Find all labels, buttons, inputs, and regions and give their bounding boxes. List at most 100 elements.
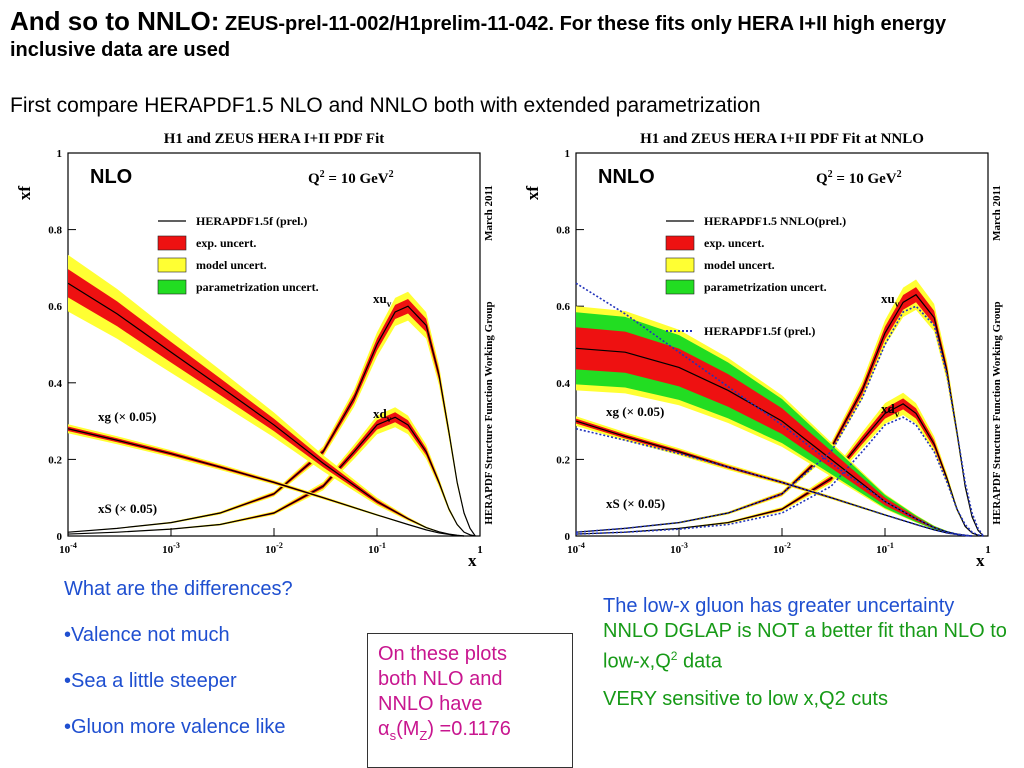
scale-sup: 2 <box>828 169 833 180</box>
x-tick-exponent: -4 <box>70 541 77 550</box>
legend-label: exp. uncert. <box>704 236 764 250</box>
x-axis-label: x <box>976 551 985 568</box>
series-line <box>67 305 476 537</box>
x-tick-label: 10-3 <box>162 541 180 556</box>
comparison-line <box>575 282 973 537</box>
scale-unit-sup: 2 <box>389 169 394 180</box>
slide-title: And so to NNLO: ZEUS-prel-11-002/H1preli… <box>10 8 1010 63</box>
note-line: On these plots <box>378 643 507 665</box>
gluon-comment: The low-x gluon has greater uncertainty … <box>603 594 1013 712</box>
x-tick-label: 10-1 <box>876 541 894 556</box>
scale-label: Q2 = 10 GeV2 <box>816 169 902 187</box>
y-tick-label: 0.4 <box>556 378 570 390</box>
curve-label-sub: v <box>895 299 900 309</box>
alpha-value: ) =0.1176 <box>427 718 511 740</box>
x-tick-exponent: -2 <box>784 541 791 550</box>
legend-color-swatch <box>665 279 695 295</box>
list-item: •Sea a little steeper <box>64 670 237 692</box>
side-group: HERAPDF Structure Function Working Group <box>483 301 495 524</box>
gluon-uncertainty-text: The low-x gluon has greater uncertainty <box>603 595 955 617</box>
legend-color-swatch <box>665 257 695 273</box>
y-tick-label: 0 <box>565 531 571 543</box>
x-tick-label: 10-3 <box>670 541 688 556</box>
x-tick-label: 10-1 <box>368 541 386 556</box>
legend-label: parametrization uncert. <box>704 280 827 294</box>
nlo-pdf-chart: H1 and ZEUS HERA I+II PDF Fit 0 0.2 0.4 0.6 0… <box>8 128 508 568</box>
x-tick-label: 1 <box>477 544 483 556</box>
list-item: •Valence not much <box>64 624 230 646</box>
side-note: March 2011 <box>483 185 495 241</box>
exp-uncert-band <box>68 298 476 536</box>
curve-label: xg (× 0.05) <box>606 404 664 419</box>
scale-sup: 2 <box>320 169 325 180</box>
note-line: both NLO and <box>378 668 503 690</box>
curve-label: xS (× 0.05) <box>606 496 665 511</box>
pdf-plot-svg: H1 and ZEUS HERA I+II PDF Fit at NNLO 0 0.… <box>523 131 1003 568</box>
y-tick-label: 0.2 <box>48 454 62 466</box>
nnlo-pdf-chart: H1 and ZEUS HERA I+II PDF Fit at NNLO 0 0.… <box>516 128 1016 568</box>
legend-color-swatch <box>157 235 187 251</box>
note-line: NNLO have <box>378 693 483 715</box>
x-tick-label: 10-2 <box>265 541 283 556</box>
side-note: March 2011 <box>991 185 1003 241</box>
chart-title: H1 and ZEUS HERA I+II PDF Fit at NNLO <box>640 131 924 147</box>
alpha-symbol: α <box>378 718 390 740</box>
curve-label-sub: v <box>895 409 900 419</box>
comparison-line <box>575 305 984 537</box>
y-tick-label: 0.2 <box>556 454 570 466</box>
model-uncert-band <box>68 254 465 536</box>
series-line <box>575 403 984 537</box>
curve-label: xuv <box>373 291 392 309</box>
chart-title: H1 and ZEUS HERA I+II PDF Fit <box>164 131 385 147</box>
x-tick-label: 10-4 <box>59 541 77 556</box>
x-tick-exponent: -4 <box>578 541 585 550</box>
y-tick-label: 0 <box>57 531 63 543</box>
curve-label: xS (× 0.05) <box>98 501 157 516</box>
mz-subscript: Z <box>419 728 428 743</box>
comparison-line <box>575 416 984 537</box>
x-tick-exponent: -2 <box>276 541 283 550</box>
comparison-line <box>575 427 973 537</box>
y-tick-label: 1 <box>565 148 571 160</box>
question-heading: What are the differences? <box>64 578 293 600</box>
mz-open: (M <box>396 718 420 740</box>
data-text: data <box>677 650 722 673</box>
y-tick-label: 0.6 <box>48 301 62 313</box>
legend-label: exp. uncert. <box>196 236 256 250</box>
q2-superscript: 2 <box>670 649 678 663</box>
cuts-sensitivity-text: VERY sensitive to low x,Q2 cuts <box>603 687 888 710</box>
legend-label: model uncert. <box>196 258 267 272</box>
x-tick-exponent: -3 <box>173 541 180 550</box>
x-axis-label: x <box>468 551 477 568</box>
y-tick-label: 0.4 <box>48 378 62 390</box>
scale-label: Q2 = 10 GeV2 <box>308 169 394 187</box>
legend-label: parametrization uncert. <box>196 280 319 294</box>
panel-label: NNLO <box>598 166 655 188</box>
x-tick-exponent: -1 <box>379 541 386 550</box>
y-axis-label: xf <box>523 186 542 201</box>
y-tick-label: 0.8 <box>556 225 570 237</box>
legend-label: HERAPDF1.5 NNLO(prel.) <box>704 214 846 228</box>
pdf-plot-svg: H1 and ZEUS HERA I+II PDF Fit 0 0.2 0.4 0.6 0… <box>15 131 495 568</box>
y-axis-label: xf <box>15 186 34 201</box>
x-tick-exponent: -1 <box>887 541 894 550</box>
y-tick-label: 1 <box>57 148 63 160</box>
legend-color-swatch <box>157 279 187 295</box>
alpha-subscript: s <box>389 728 397 743</box>
curve-label: xg (× 0.05) <box>98 409 156 424</box>
scale-value: = 10 GeV <box>833 171 897 187</box>
slide-subtitle: First compare HERAPDF1.5 NLO and NNLO bo… <box>10 94 761 117</box>
alpha-s-value: αs(MZ) =0.1176 <box>378 717 572 748</box>
legend-color-swatch <box>665 235 695 251</box>
curve-label-sub: v <box>387 414 392 424</box>
x-tick-label: 10-2 <box>773 541 791 556</box>
x-tick-label: 10-4 <box>567 541 585 556</box>
x-tick-label: 1 <box>985 544 991 556</box>
legend-label: model uncert. <box>704 258 775 272</box>
scale-value: = 10 GeV <box>325 171 389 187</box>
panel-label: NLO <box>90 166 132 188</box>
y-tick-label: 0.6 <box>556 301 570 313</box>
curve-label: xuv <box>881 291 900 309</box>
legend-label: HERAPDF1.5f (prel.) <box>196 214 307 228</box>
scale-unit-sup: 2 <box>897 169 902 180</box>
